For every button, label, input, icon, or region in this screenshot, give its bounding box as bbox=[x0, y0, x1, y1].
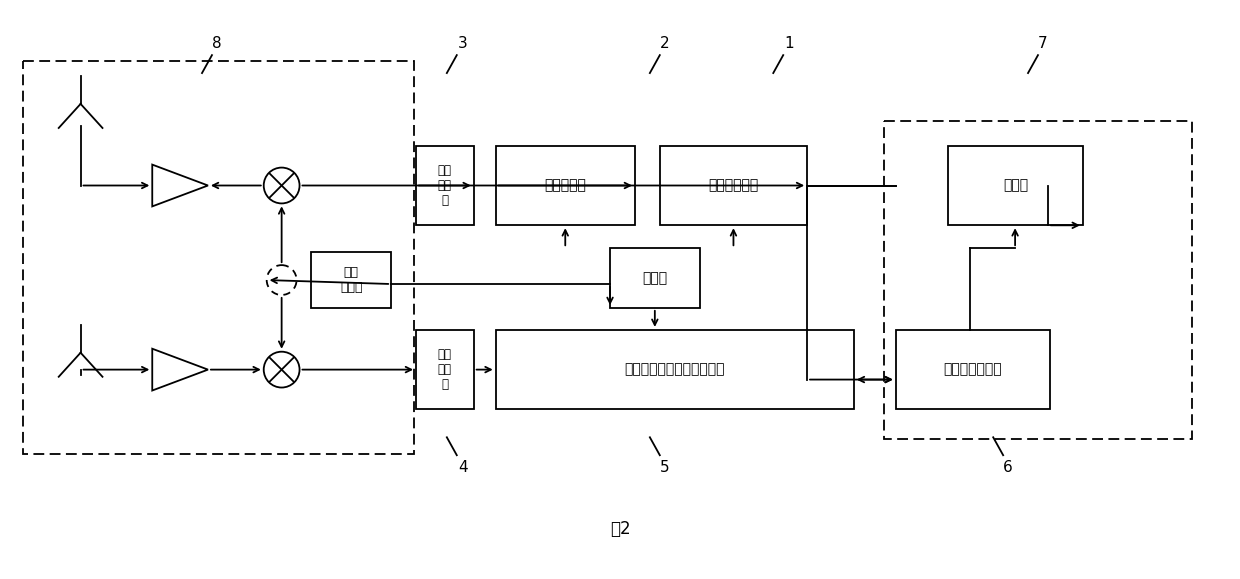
Text: 1: 1 bbox=[785, 36, 794, 51]
Bar bbox=[496, 146, 635, 225]
Text: 6: 6 bbox=[1003, 460, 1013, 475]
Bar bbox=[496, 330, 854, 409]
Text: 低通
滤波
器: 低通 滤波 器 bbox=[438, 164, 451, 207]
Bar bbox=[660, 146, 807, 225]
Bar bbox=[610, 248, 699, 308]
Text: 低通
滤波
器: 低通 滤波 器 bbox=[438, 348, 451, 391]
Text: 数模转换器: 数模转换器 bbox=[544, 178, 587, 192]
Text: 参考
时钟源: 参考 时钟源 bbox=[340, 266, 362, 294]
Text: 计算机: 计算机 bbox=[1003, 178, 1028, 192]
Text: 4: 4 bbox=[458, 460, 467, 475]
Text: 5: 5 bbox=[660, 460, 670, 475]
Bar bbox=[311, 252, 391, 308]
Bar bbox=[884, 121, 1192, 439]
Text: 模数转换器与数字下变频器: 模数转换器与数字下变频器 bbox=[625, 362, 725, 376]
Bar bbox=[949, 146, 1083, 225]
Bar bbox=[415, 330, 474, 409]
Text: 数字上变频器: 数字上变频器 bbox=[708, 178, 759, 192]
Text: 2: 2 bbox=[660, 36, 670, 51]
Text: 图2: 图2 bbox=[610, 520, 630, 538]
Text: 7: 7 bbox=[1038, 36, 1048, 51]
Text: 时钟源: 时钟源 bbox=[642, 271, 667, 285]
Bar bbox=[895, 330, 1050, 409]
Text: 数字信号处理器: 数字信号处理器 bbox=[944, 362, 1002, 376]
Bar bbox=[22, 61, 414, 454]
Text: 8: 8 bbox=[212, 36, 222, 51]
Bar bbox=[415, 146, 474, 225]
Text: 3: 3 bbox=[458, 36, 467, 51]
